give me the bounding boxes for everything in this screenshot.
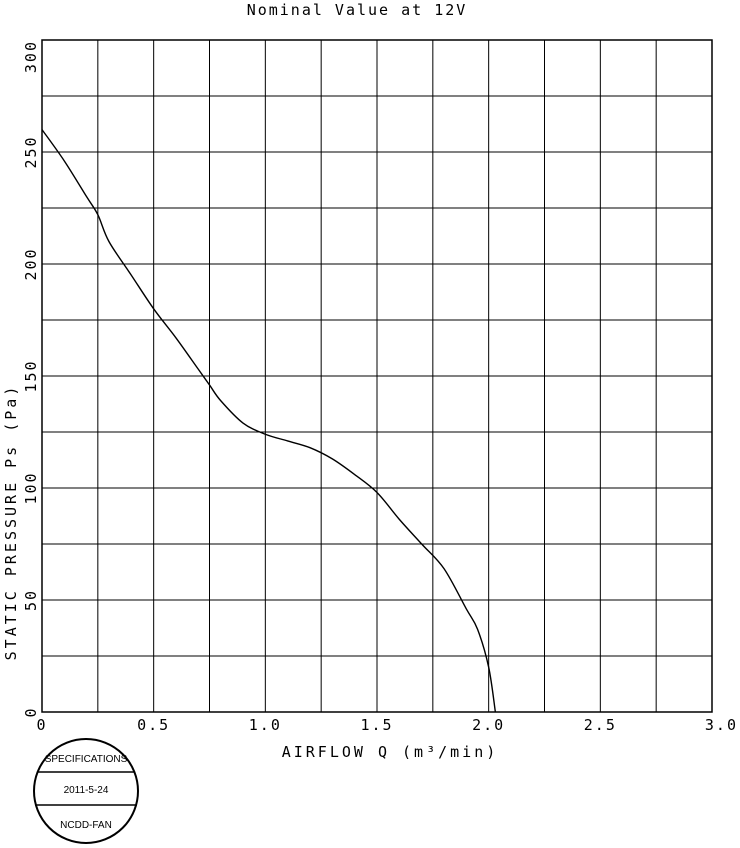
y-tick-label: 300	[22, 40, 40, 73]
x-tick-labels: 0 0.5 1.0 1.5 2.0 2.5 3.0	[36, 716, 738, 734]
x-tick-label: 0	[36, 716, 47, 734]
plot-frame	[41, 39, 713, 713]
y-tick-label: 50	[22, 589, 40, 611]
stamp-bottom-text: NCDD-FAN	[60, 820, 112, 831]
y-tick-label: 200	[22, 247, 40, 280]
stamp-circle	[33, 738, 139, 844]
stamp-top-text: SPECIFICATIONS	[45, 754, 128, 765]
y-tick-label: 150	[22, 359, 40, 392]
stamp-date: 2011-5-24	[64, 785, 109, 796]
x-tick-label: 1.0	[249, 716, 282, 734]
y-tick-labels: 0 50 100 150 200 250 300	[22, 40, 40, 718]
x-tick-label: 0.5	[137, 716, 170, 734]
x-tick-label: 2.0	[472, 716, 505, 734]
x-tick-label: 1.5	[360, 716, 393, 734]
series-line	[41, 129, 497, 713]
x-tick-label: 3.0	[705, 716, 738, 734]
x-tick-label: 2.5	[584, 716, 617, 734]
y-tick-label: 0	[22, 706, 40, 717]
chart-title: Nominal Value at 12V	[247, 1, 468, 19]
y-tick-label: 250	[22, 135, 40, 168]
x-axis-title: AIRFLOW Q (m³/min)	[282, 743, 499, 761]
y-tick-label: 100	[22, 471, 40, 504]
y-axis-title: STATIC PRESSURE Ps (Pa)	[2, 384, 20, 661]
spec-stamp: SPECIFICATIONS 2011-5-24 NCDD-FAN	[33, 738, 139, 844]
grid	[42, 40, 712, 712]
